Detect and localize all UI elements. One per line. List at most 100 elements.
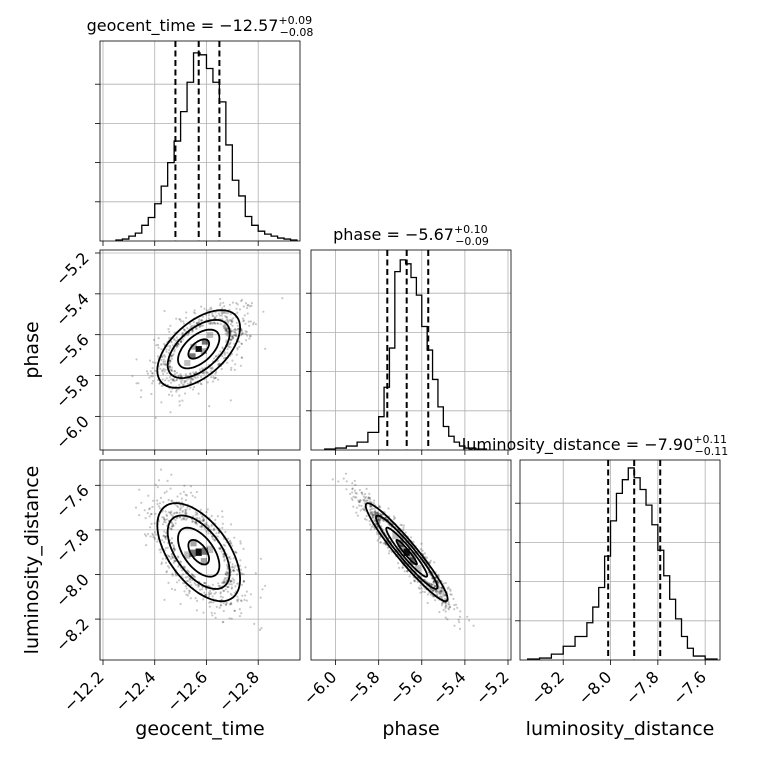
sample-point [236, 348, 239, 351]
sample-point [426, 601, 429, 605]
sample-point [234, 585, 237, 588]
sample-point [369, 510, 372, 513]
sample-point [202, 520, 205, 523]
sample-point [376, 539, 379, 542]
sample-point [179, 318, 182, 321]
density-cell [392, 531, 399, 540]
sample-point [190, 377, 193, 380]
sample-point [378, 505, 381, 509]
sample-point [214, 616, 217, 619]
sample-point [162, 362, 165, 365]
sample-point [252, 323, 255, 326]
sample-point [230, 320, 233, 323]
sample-point [180, 320, 183, 323]
sample-point [236, 324, 239, 327]
sample-point [185, 593, 188, 596]
sample-point [162, 372, 165, 376]
sample-point [229, 338, 232, 341]
sample-point [188, 589, 191, 592]
x-tick-label: −5.2 [472, 667, 513, 708]
sample-point [169, 411, 172, 414]
sample-point [185, 316, 188, 319]
sample-point [222, 552, 225, 555]
sample-point [170, 499, 174, 502]
sample-point [421, 590, 424, 593]
sample-point [433, 585, 436, 588]
sample-point [238, 345, 241, 348]
sample-point [250, 304, 253, 307]
sample-point [235, 302, 238, 305]
sample-point [361, 493, 364, 496]
sample-point [223, 577, 226, 580]
sample-point [171, 394, 174, 397]
sample-point [164, 531, 168, 535]
sample-point [184, 508, 187, 511]
x-tick-label: −12.4 [111, 667, 159, 715]
sample-point [377, 512, 380, 515]
sample-point [450, 593, 453, 596]
sample-point [235, 335, 238, 338]
sample-point [223, 305, 226, 308]
sample-point [231, 565, 234, 568]
sample-point [364, 496, 368, 499]
contour-level-1 [177, 328, 221, 370]
sample-point [163, 370, 166, 373]
sample-point [186, 327, 189, 330]
sample-point [224, 544, 227, 547]
sample-point [157, 346, 160, 349]
sample-point [244, 332, 247, 335]
sample-point [185, 587, 188, 590]
sample-point [177, 374, 180, 377]
x-tick-label: −12.2 [60, 667, 108, 715]
sample-point [233, 334, 236, 337]
sample-point [175, 517, 178, 520]
sample-point [239, 364, 242, 367]
sample-point [170, 390, 173, 393]
sample-point [188, 578, 191, 581]
sample-point [191, 330, 194, 333]
sample-point [156, 540, 159, 543]
sample-point [370, 513, 373, 516]
sample-point [192, 574, 195, 577]
sample-point [196, 583, 200, 587]
sample-point [201, 588, 204, 591]
sample-point [184, 380, 187, 383]
sample-point [206, 508, 209, 511]
sample-point [170, 553, 173, 556]
sample-point [138, 488, 141, 491]
sample-point [225, 330, 228, 333]
sample-point [229, 342, 232, 345]
sample-point [160, 363, 163, 366]
sample-point [376, 533, 379, 536]
sample-point [438, 611, 441, 614]
sample-point [374, 509, 377, 512]
sample-point [393, 516, 396, 520]
sample-point [216, 359, 219, 362]
sample-point [145, 370, 149, 373]
sample-point [433, 585, 436, 588]
sample-point [207, 317, 210, 320]
sample-point [231, 336, 234, 339]
sample-point [215, 354, 218, 358]
sample-point [180, 497, 183, 500]
sample-point [225, 601, 228, 605]
sample-point [363, 517, 367, 521]
sample-point [234, 334, 237, 337]
sample-point [219, 547, 222, 551]
sample-point [183, 518, 186, 521]
sample-point [194, 583, 198, 586]
sample-point [224, 572, 227, 575]
sample-point [159, 496, 162, 499]
sample-point [220, 311, 223, 314]
sample-point [170, 354, 173, 357]
sample-point [182, 328, 185, 331]
sample-point [364, 497, 367, 500]
sample-point [148, 359, 152, 362]
sample-point [231, 577, 234, 580]
sample-point [368, 500, 372, 503]
sample-point [202, 611, 205, 614]
sample-point [196, 512, 199, 515]
sample-point [182, 332, 185, 335]
sample-point [182, 490, 185, 493]
sample-point [220, 603, 223, 607]
